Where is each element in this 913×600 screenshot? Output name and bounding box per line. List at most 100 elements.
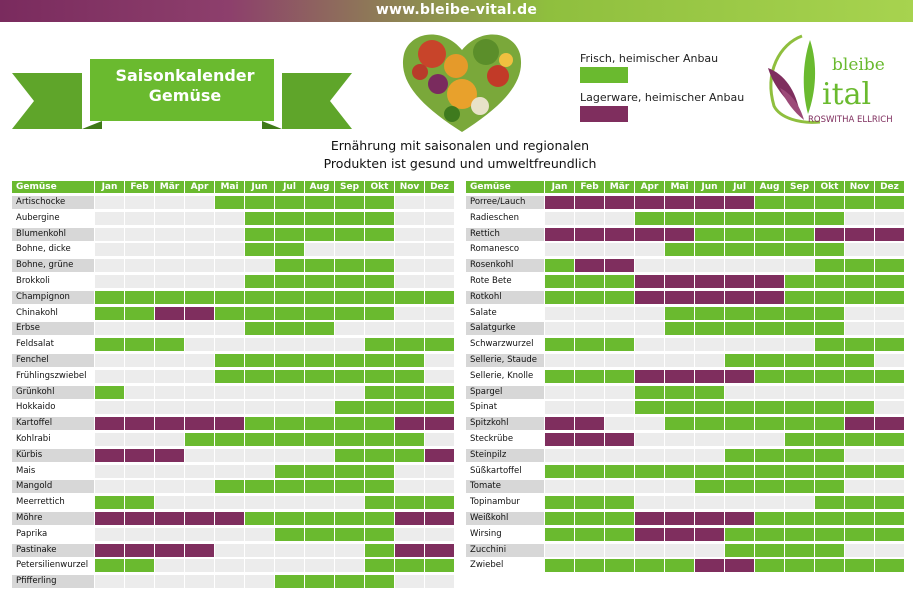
season-cell-fresh — [245, 354, 274, 367]
season-cell-fresh — [305, 433, 334, 446]
season-cell-fresh — [335, 196, 364, 209]
season-cell-empty — [215, 544, 244, 557]
column-header-month: Jul — [275, 181, 304, 193]
vegetable-name: Grünkohl — [12, 386, 94, 399]
vegetable-name: Salatgurke — [466, 322, 544, 335]
season-cell-fresh — [575, 338, 604, 351]
column-header-month: Feb — [575, 181, 604, 193]
season-cell-storage — [665, 512, 694, 525]
season-cell-storage — [125, 449, 154, 462]
season-cell-empty — [665, 259, 694, 272]
column-header-month: Feb — [125, 181, 154, 193]
season-cell-fresh — [335, 259, 364, 272]
season-cell-empty — [875, 322, 904, 335]
season-cell-fresh — [575, 528, 604, 541]
season-cell-empty — [605, 322, 634, 335]
season-cell-empty — [545, 243, 574, 256]
season-cell-empty — [665, 544, 694, 557]
season-cell-fresh — [785, 275, 814, 288]
season-cell-empty — [425, 228, 454, 241]
season-cell-empty — [245, 575, 274, 588]
season-cell-empty — [155, 275, 184, 288]
season-cell-fresh — [365, 401, 394, 414]
season-cell-empty — [395, 307, 424, 320]
season-cell-fresh — [335, 528, 364, 541]
season-cell-empty — [305, 559, 334, 572]
season-cell-fresh — [155, 291, 184, 304]
season-cell-fresh — [695, 228, 724, 241]
season-cell-empty — [155, 465, 184, 478]
season-cell-fresh — [245, 480, 274, 493]
season-cell-storage — [725, 512, 754, 525]
column-header-month: Mär — [155, 181, 184, 193]
season-cell-fresh — [365, 559, 394, 572]
season-cell-storage — [695, 196, 724, 209]
season-cell-empty — [185, 449, 214, 462]
column-header-gemuese: Gemüse — [12, 181, 94, 193]
season-cell-fresh — [785, 322, 814, 335]
season-cell-empty — [365, 243, 394, 256]
season-cell-fresh — [635, 559, 664, 572]
season-cell-empty — [125, 275, 154, 288]
season-cell-empty — [425, 370, 454, 383]
season-cell-empty — [755, 433, 784, 446]
season-cell-fresh — [545, 275, 574, 288]
season-cell-empty — [395, 480, 424, 493]
season-cell-fresh — [635, 465, 664, 478]
season-cell-empty — [275, 401, 304, 414]
season-cell-fresh — [365, 275, 394, 288]
season-cell-empty — [545, 480, 574, 493]
season-cell-fresh — [665, 465, 694, 478]
vegetable-heart-image — [402, 34, 522, 133]
season-cell-fresh — [575, 370, 604, 383]
season-cell-fresh — [815, 449, 844, 462]
season-cell-empty — [425, 322, 454, 335]
season-cell-empty — [155, 322, 184, 335]
season-cell-empty — [605, 480, 634, 493]
season-cell-empty — [155, 386, 184, 399]
season-cell-fresh — [95, 386, 124, 399]
season-cell-storage — [605, 196, 634, 209]
season-cell-storage — [725, 291, 754, 304]
season-cell-fresh — [275, 512, 304, 525]
season-cell-fresh — [635, 386, 664, 399]
column-header-month: Dez — [425, 181, 454, 193]
vegetable-name: Steinpilz — [466, 449, 544, 462]
season-cell-empty — [125, 196, 154, 209]
season-cell-fresh — [815, 512, 844, 525]
season-cell-empty — [245, 496, 274, 509]
season-cell-fresh — [575, 496, 604, 509]
season-cell-storage — [125, 512, 154, 525]
season-cell-empty — [335, 243, 364, 256]
vegetable-name: Spitzkohl — [466, 417, 544, 430]
season-cell-fresh — [335, 575, 364, 588]
calendar-title-line2: Gemüse — [148, 86, 222, 105]
season-cell-fresh — [215, 354, 244, 367]
season-cell-fresh — [365, 259, 394, 272]
season-cell-fresh — [365, 196, 394, 209]
season-cell-fresh — [275, 480, 304, 493]
season-cell-empty — [215, 243, 244, 256]
season-cell-fresh — [815, 354, 844, 367]
vegetable-name: Zucchini — [466, 544, 544, 557]
season-cell-empty — [395, 212, 424, 225]
season-cell-storage — [695, 370, 724, 383]
season-cell-storage — [725, 370, 754, 383]
season-cell-empty — [725, 386, 754, 399]
season-cell-fresh — [815, 433, 844, 446]
season-cell-fresh — [305, 322, 334, 335]
season-cell-fresh — [665, 417, 694, 430]
site-url[interactable]: www.bleibe-vital.de — [375, 2, 538, 18]
vegetable-name: Brokkoli — [12, 275, 94, 288]
season-cell-empty — [95, 401, 124, 414]
season-cell-fresh — [815, 259, 844, 272]
season-cell-storage — [155, 449, 184, 462]
season-cell-fresh — [125, 496, 154, 509]
season-cell-storage — [395, 512, 424, 525]
season-cell-empty — [635, 449, 664, 462]
season-cell-fresh — [755, 559, 784, 572]
season-cell-fresh — [695, 307, 724, 320]
season-cell-fresh — [755, 354, 784, 367]
season-cell-fresh — [725, 228, 754, 241]
season-cell-fresh — [395, 401, 424, 414]
